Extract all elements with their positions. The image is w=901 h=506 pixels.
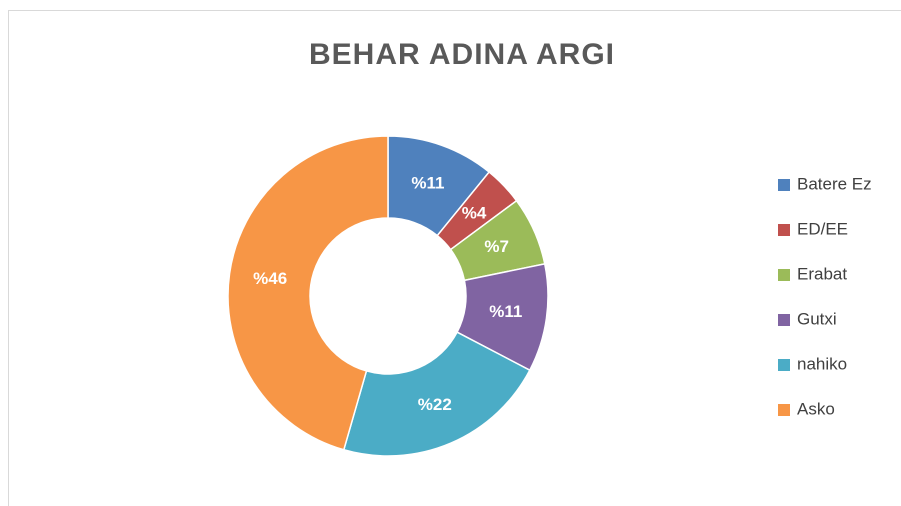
donut-slice: [342, 331, 531, 457]
legend-label: Erabat: [797, 264, 847, 283]
legend-swatch: [778, 179, 790, 191]
legend-swatch: [778, 404, 790, 416]
data-label: %7: [484, 237, 509, 256]
legend-swatch: [778, 224, 790, 236]
legend-swatch: [778, 269, 790, 281]
data-label: %22: [418, 395, 452, 414]
legend-label: Asko: [797, 399, 835, 418]
legend-label: Batere Ez: [797, 174, 872, 193]
data-label: %11: [489, 302, 522, 321]
legend-label: ED/EE: [797, 219, 848, 238]
legend-swatch: [778, 359, 790, 371]
donut-slice: [227, 135, 389, 451]
data-label: %11: [411, 173, 444, 192]
data-label: %4: [462, 203, 487, 222]
legend-swatch: [778, 314, 790, 326]
legend-label: Gutxi: [797, 309, 837, 328]
data-label: %46: [253, 269, 287, 288]
legend-label: nahiko: [797, 354, 847, 373]
chart-title: BEHAR ADINA ARGI: [309, 38, 615, 71]
